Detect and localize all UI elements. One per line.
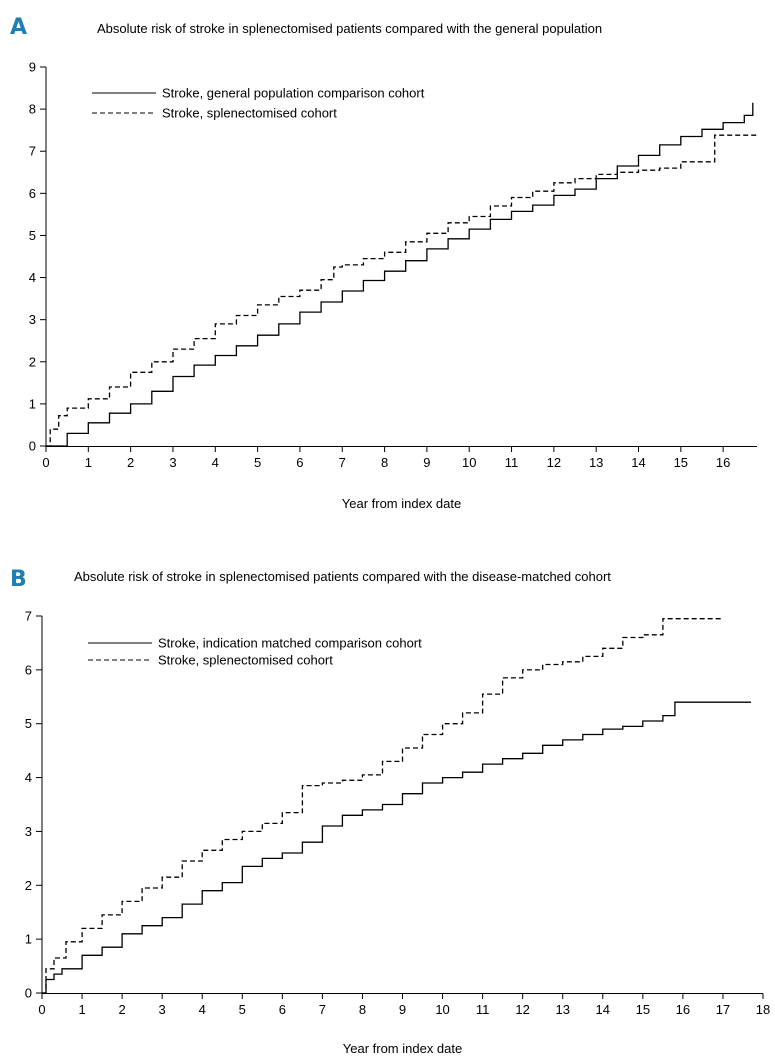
x-tick-label: 16 xyxy=(676,1002,690,1017)
y-tick-label: 3 xyxy=(29,312,36,327)
y-tick-label: 7 xyxy=(29,144,36,159)
chart-panel-b: B Absolute risk of stroke in splenectomis… xyxy=(10,567,770,1056)
legend-label: Stroke, splenectomised cohort xyxy=(162,106,337,121)
x-tick-label: 18 xyxy=(756,1002,770,1017)
x-tick-label: 0 xyxy=(38,1002,45,1017)
y-tick-label: 1 xyxy=(25,932,32,947)
y-tick-label: 4 xyxy=(29,270,36,285)
x-tick-label: 5 xyxy=(239,1002,246,1017)
x-tick-label: 8 xyxy=(381,455,388,470)
x-tick-label: 3 xyxy=(159,1002,166,1017)
x-tick-label: 2 xyxy=(127,455,134,470)
x-tick-label: 16 xyxy=(716,455,730,470)
x-tick-label: 5 xyxy=(254,455,261,470)
series-line-splenectomised xyxy=(46,134,757,447)
legend-label: Stroke, splenectomised cohort xyxy=(158,653,333,668)
x-tick-label: 17 xyxy=(716,1002,730,1017)
y-tick-label: 2 xyxy=(25,878,32,893)
x-tick-label: 14 xyxy=(631,455,645,470)
y-tick-label: 6 xyxy=(29,186,36,201)
x-tick-label: 1 xyxy=(78,1002,85,1017)
x-tick-label: 15 xyxy=(636,1002,650,1017)
x-tick-label: 4 xyxy=(212,455,219,470)
x-axis-label: Year from index date xyxy=(342,496,461,511)
x-tick-label: 3 xyxy=(169,455,176,470)
x-tick-label: 11 xyxy=(505,455,519,470)
x-tick-label: 12 xyxy=(515,1002,529,1017)
x-tick-label: 9 xyxy=(399,1002,406,1017)
y-tick-label: 5 xyxy=(25,716,32,731)
series-line-comparison xyxy=(46,102,754,447)
x-tick-label: 6 xyxy=(279,1002,286,1017)
x-tick-label: 10 xyxy=(435,1002,449,1017)
chart-title: Absolute risk of stroke in splenectomise… xyxy=(97,21,602,36)
x-tick-label: 7 xyxy=(319,1002,326,1017)
chart-title: Absolute risk of stroke in splenectomise… xyxy=(74,569,611,584)
panel-letter: A xyxy=(10,15,27,40)
x-tick-label: 13 xyxy=(589,455,603,470)
x-tick-label: 14 xyxy=(596,1002,610,1017)
x-tick-label: 13 xyxy=(555,1002,569,1017)
x-tick-label: 4 xyxy=(199,1002,206,1017)
x-tick-label: 9 xyxy=(423,455,430,470)
legend-label: Stroke, general population comparison co… xyxy=(162,86,425,101)
legend-label: Stroke, indication matched comparison co… xyxy=(158,636,422,651)
x-tick-label: 15 xyxy=(674,455,688,470)
y-tick-label: 8 xyxy=(29,102,36,117)
panel-letter: B xyxy=(10,567,27,592)
x-tick-label: 12 xyxy=(547,455,561,470)
y-tick-label: 1 xyxy=(29,396,36,411)
x-tick-label: 2 xyxy=(118,1002,125,1017)
y-tick-label: 9 xyxy=(29,60,36,75)
y-tick-label: 2 xyxy=(29,354,36,369)
x-tick-label: 1 xyxy=(85,455,92,470)
x-tick-label: 11 xyxy=(476,1002,490,1017)
y-tick-label: 0 xyxy=(25,986,32,1001)
x-tick-label: 10 xyxy=(462,455,476,470)
x-tick-label: 6 xyxy=(296,455,303,470)
y-tick-label: 7 xyxy=(25,609,32,624)
x-tick-label: 7 xyxy=(339,455,346,470)
y-tick-label: 3 xyxy=(25,824,32,839)
x-tick-label: 8 xyxy=(359,1002,366,1017)
y-tick-label: 5 xyxy=(29,228,36,243)
y-tick-label: 4 xyxy=(25,770,32,785)
x-axis-label: Year from index date xyxy=(343,1041,462,1056)
x-tick-label: 0 xyxy=(42,455,49,470)
chart-panel-a: A Absolute risk of stroke in splenectomis… xyxy=(10,15,757,511)
series-line-comparison xyxy=(42,701,751,994)
y-tick-label: 0 xyxy=(29,439,36,454)
y-tick-label: 6 xyxy=(25,662,32,677)
series-line-splenectomised xyxy=(42,618,723,994)
